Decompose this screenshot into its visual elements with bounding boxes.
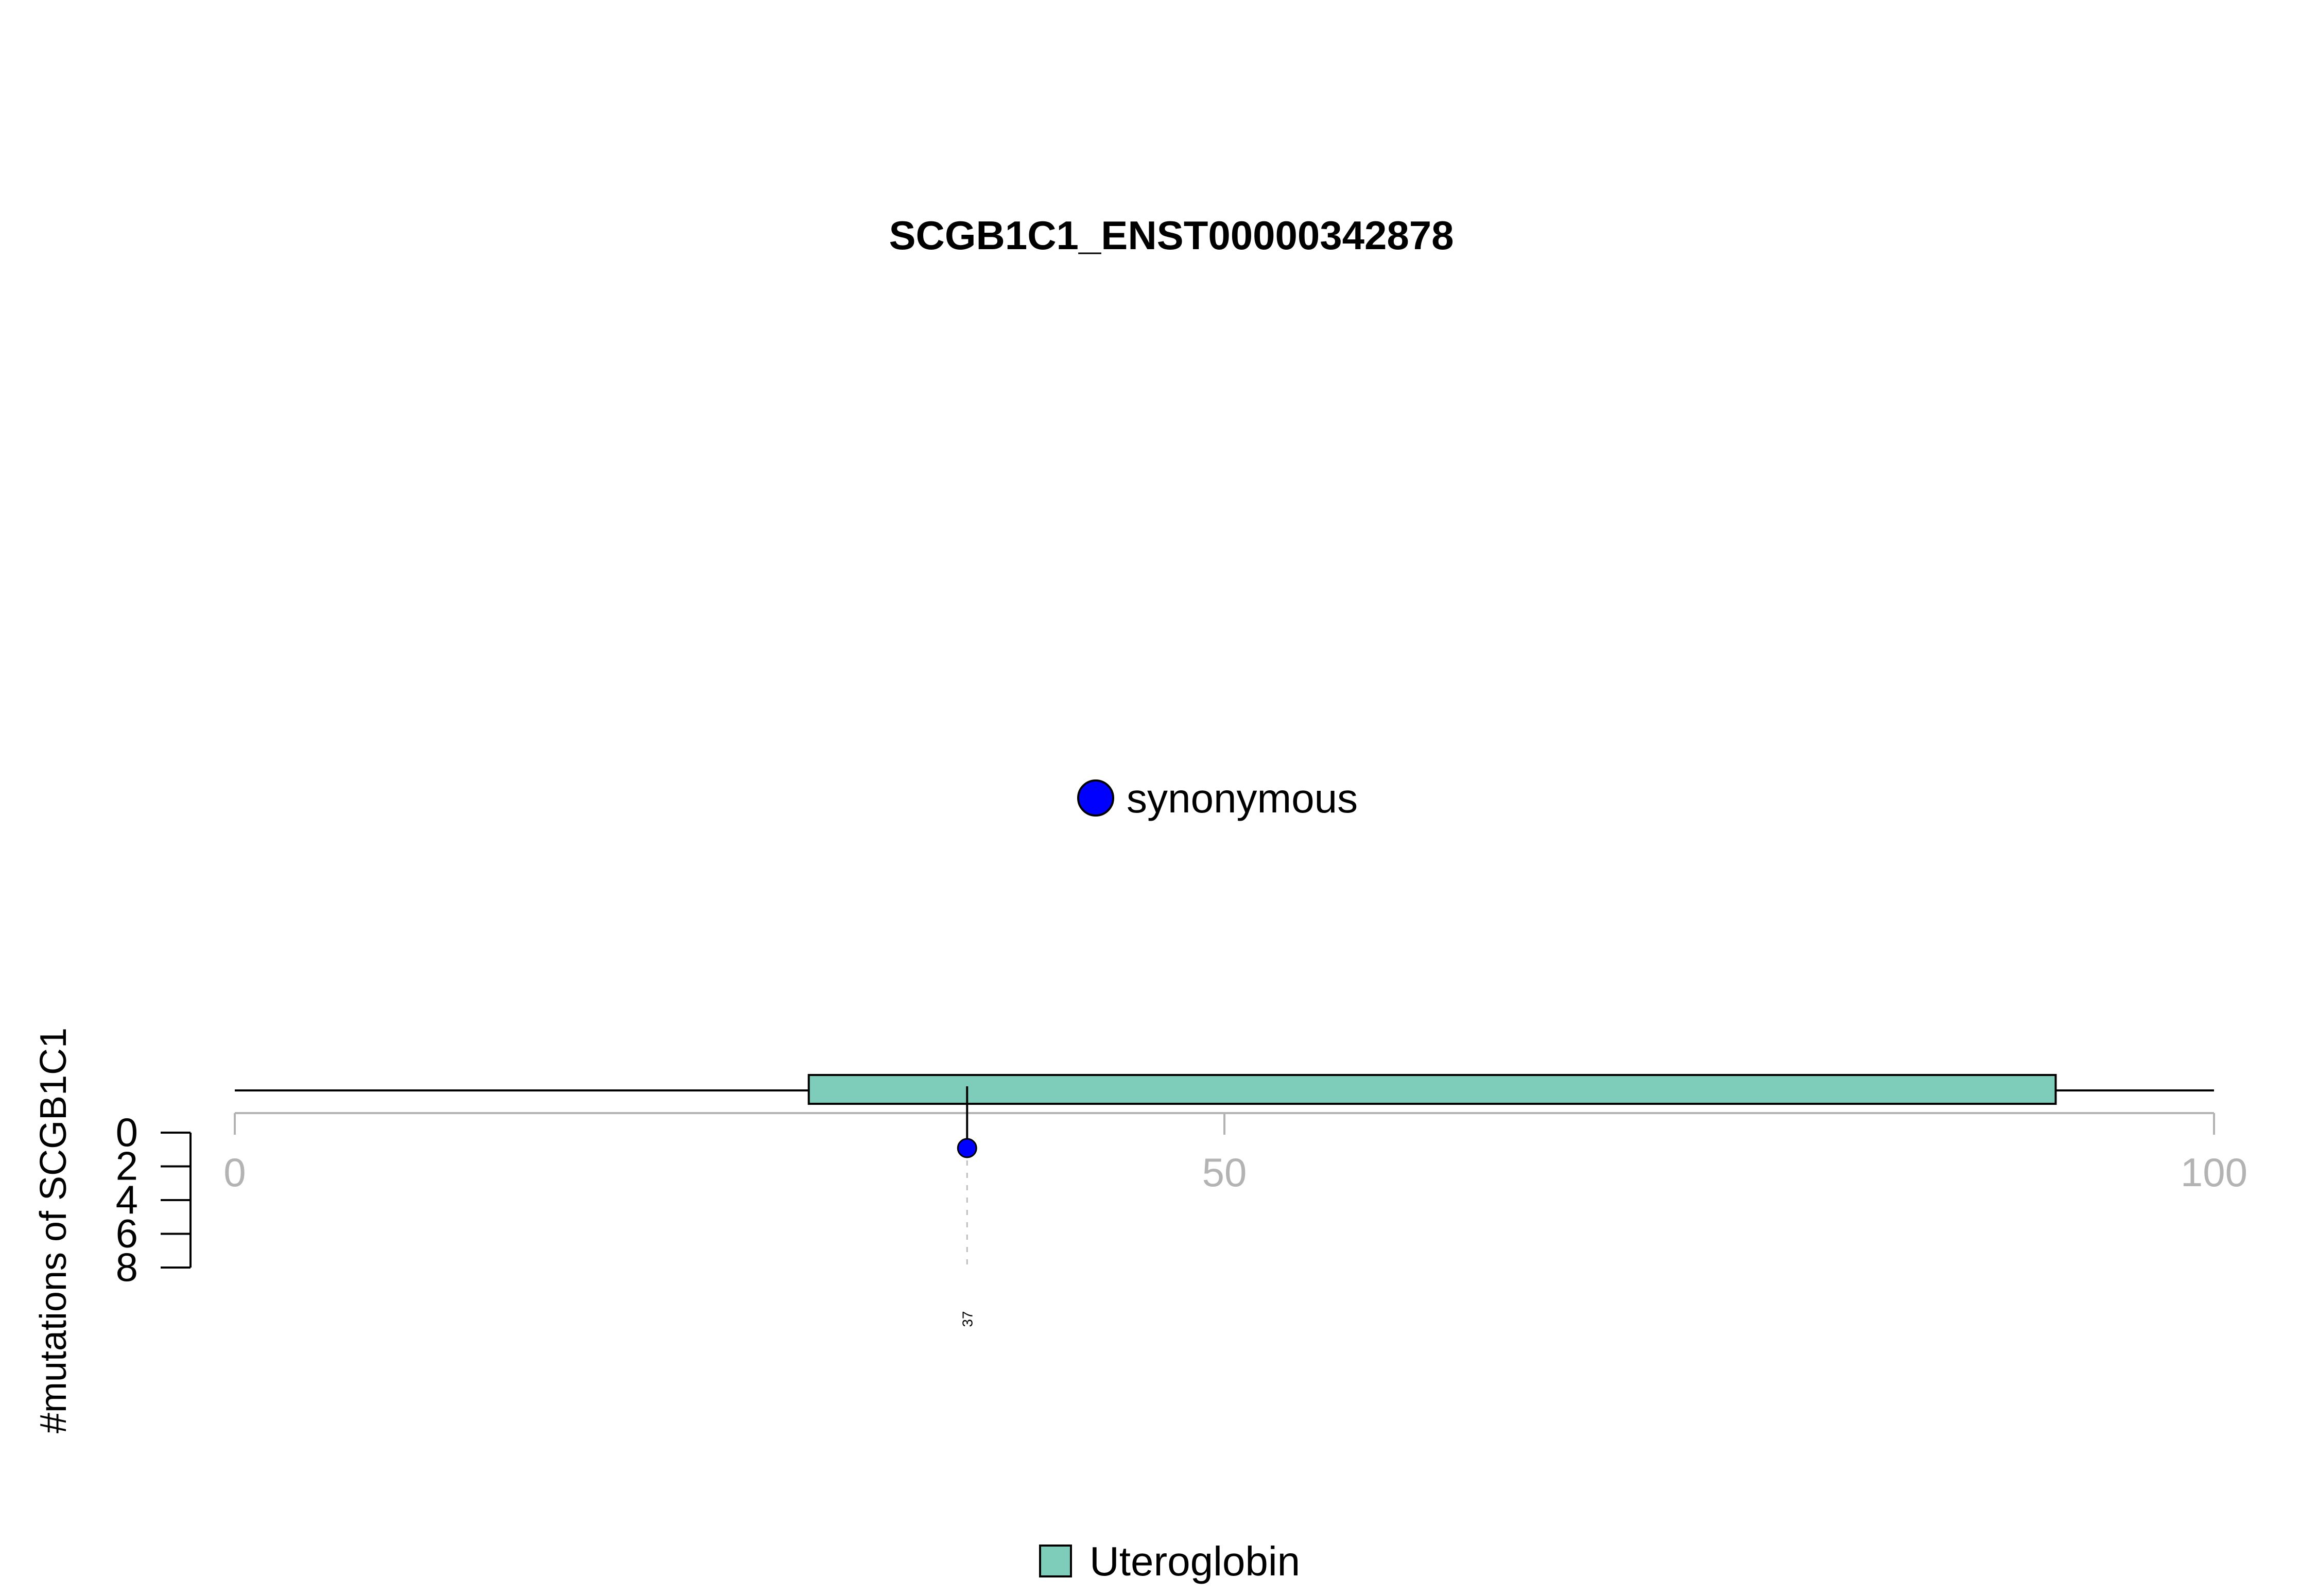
mutation-position-label: 37	[959, 1311, 975, 1327]
y-tick-label: 8	[116, 1244, 138, 1290]
chart-title: SCGB1C1_ENST00000342878	[889, 213, 1454, 258]
x-tick-label: 100	[2181, 1150, 2247, 1195]
domain-box	[807, 1074, 2057, 1105]
legend-marker-synonymous	[1077, 779, 1114, 817]
y-tick-label: 4	[116, 1177, 138, 1222]
domain-legend: Uteroglobin	[1039, 1538, 1300, 1584]
y-tick-label: 0	[116, 1109, 138, 1155]
y-axis-label: #mutations of SCGB1C1	[33, 1028, 74, 1433]
legend-label: Uteroglobin	[1090, 1538, 1300, 1584]
mutation-legend: synonymous	[1077, 775, 1358, 821]
mutation-layer: 37	[957, 1086, 977, 1327]
x-tick-label: 50	[1202, 1150, 1247, 1195]
x-tick-label: 0	[223, 1150, 246, 1195]
lollipop-head	[957, 1138, 977, 1158]
domain-layer	[807, 1074, 2057, 1105]
y-tick-label: 2	[116, 1143, 138, 1189]
legend-swatch-uteroglobin	[1039, 1545, 1072, 1577]
x-axis: 0 50 100	[223, 1112, 2247, 1195]
legend-label: synonymous	[1127, 775, 1358, 821]
y-tick-label: 6	[116, 1211, 138, 1256]
